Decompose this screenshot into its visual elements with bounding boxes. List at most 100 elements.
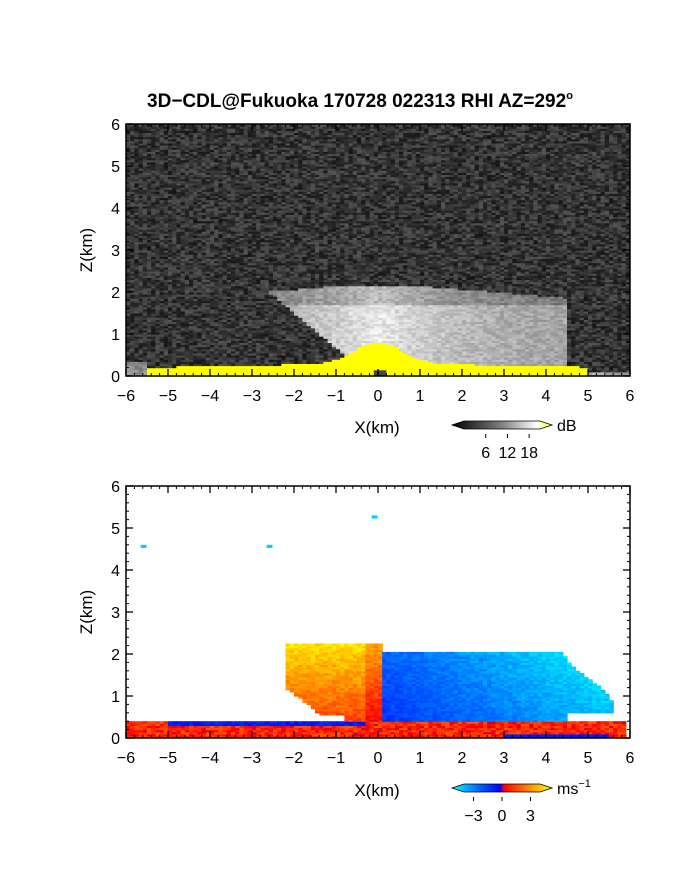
- backscatter-cell: [159, 342, 165, 346]
- backscatter-cell: [155, 294, 161, 297]
- backscatter-cell: [142, 128, 148, 131]
- backscatter-cell: [138, 126, 144, 129]
- backscatter-cell: [155, 157, 161, 161]
- backscatter-cell: [159, 195, 165, 199]
- backscatter-cell: [130, 153, 135, 157]
- backscatter-cell: [155, 348, 161, 352]
- backscatter-cell: [130, 210, 135, 213]
- backscatter-cell: [147, 147, 152, 150]
- backscatter-cell: [130, 149, 135, 152]
- backscatter-cell: [155, 315, 161, 318]
- backscatter-cell: [159, 266, 165, 270]
- backscatter-cell: [163, 247, 169, 251]
- backscatter-cell: [126, 161, 131, 165]
- backscatter-cell: [126, 142, 131, 146]
- backscatter-cell: [155, 222, 161, 226]
- backscatter-cell: [155, 323, 161, 327]
- backscatter-cell: [142, 371, 148, 375]
- backscatter-cell: [155, 142, 161, 146]
- backscatter-cell: [151, 281, 156, 285]
- backscatter-cell: [138, 191, 144, 194]
- backscatter-cell: [155, 264, 161, 268]
- backscatter-cell: [147, 222, 152, 226]
- backscatter-cell: [155, 334, 161, 337]
- backscatter-cell: [155, 306, 161, 310]
- backscatter-cell: [142, 266, 148, 270]
- backscatter-cell: [155, 235, 161, 238]
- backscatter-cell: [126, 300, 131, 304]
- backscatter-cell: [155, 283, 161, 287]
- backscatter-cell: [142, 187, 148, 190]
- backscatter-cell: [151, 189, 156, 192]
- backscatter-cell: [163, 342, 169, 346]
- backscatter-cell: [134, 321, 140, 325]
- backscatter-cell: [126, 130, 131, 133]
- backscatter-cell: [151, 350, 156, 354]
- backscatter-cell: [138, 128, 144, 131]
- backscatter-cell: [163, 346, 169, 350]
- backscatter-cell: [163, 352, 169, 356]
- backscatter-cell: [155, 250, 161, 253]
- backscatter-cell: [147, 258, 152, 262]
- backscatter-cell: [138, 304, 144, 308]
- backscatter-cell: [159, 124, 165, 127]
- backscatter-cell: [138, 277, 144, 280]
- backscatter-cell: [134, 136, 140, 140]
- backscatter-cell: [142, 340, 148, 343]
- backscatter-cell: [147, 359, 152, 362]
- backscatter-cell: [130, 214, 135, 217]
- backscatter-cell: [126, 256, 131, 259]
- backscatter-cell: [130, 321, 135, 325]
- backscatter-cell: [147, 296, 152, 299]
- backscatter-cell: [155, 241, 161, 245]
- backscatter-cell: [138, 262, 144, 266]
- backscatter-cell: [134, 275, 140, 278]
- backscatter-cell: [138, 237, 144, 241]
- backscatter-cell: [159, 210, 165, 213]
- backscatter-cell: [126, 321, 131, 325]
- backscatter-cell: [159, 273, 165, 276]
- backscatter-cell: [147, 281, 152, 285]
- backscatter-cell: [159, 142, 165, 146]
- backscatter-cell: [138, 195, 144, 199]
- backscatter-cell: [151, 344, 156, 348]
- backscatter-cell: [134, 128, 140, 131]
- backscatter-cell: [147, 145, 152, 148]
- backscatter-cell: [142, 138, 148, 142]
- backscatter-cell: [142, 346, 148, 350]
- backscatter-cell: [147, 203, 152, 207]
- backscatter-cell: [142, 220, 148, 224]
- backscatter-cell: [163, 275, 169, 278]
- backscatter-cell: [151, 355, 156, 358]
- backscatter-cell: [151, 283, 156, 287]
- backscatter-cell: [147, 138, 152, 142]
- backscatter-cell: [163, 287, 169, 291]
- backscatter-cell: [138, 327, 144, 331]
- backscatter-cell: [151, 168, 156, 171]
- backscatter-cell: [134, 329, 140, 333]
- backscatter-cell: [155, 260, 161, 264]
- backscatter-cell: [147, 170, 152, 173]
- backscatter-cell: [159, 367, 165, 371]
- backscatter-cell: [155, 168, 161, 171]
- backscatter-cell: [126, 294, 131, 297]
- backscatter-cell: [163, 331, 169, 335]
- backscatter-cell: [147, 306, 152, 310]
- backscatter-cell: [155, 350, 161, 354]
- backscatter-cell: [130, 233, 135, 236]
- backscatter-cell: [147, 155, 152, 159]
- backscatter-cell: [147, 287, 152, 291]
- backscatter-cell: [130, 271, 135, 274]
- backscatter-cell: [130, 262, 135, 266]
- backscatter-cell: [126, 371, 131, 375]
- backscatter-cell: [130, 327, 135, 331]
- backscatter-cell: [151, 266, 156, 270]
- backscatter-cell: [151, 285, 156, 289]
- backscatter-cell: [134, 302, 140, 306]
- backscatter-cell: [159, 140, 165, 144]
- backscatter-cell: [138, 134, 144, 138]
- backscatter-cell: [138, 201, 144, 205]
- backscatter-cell: [126, 250, 131, 253]
- backscatter-cell: [130, 373, 135, 376]
- backscatter-cell: [142, 264, 148, 268]
